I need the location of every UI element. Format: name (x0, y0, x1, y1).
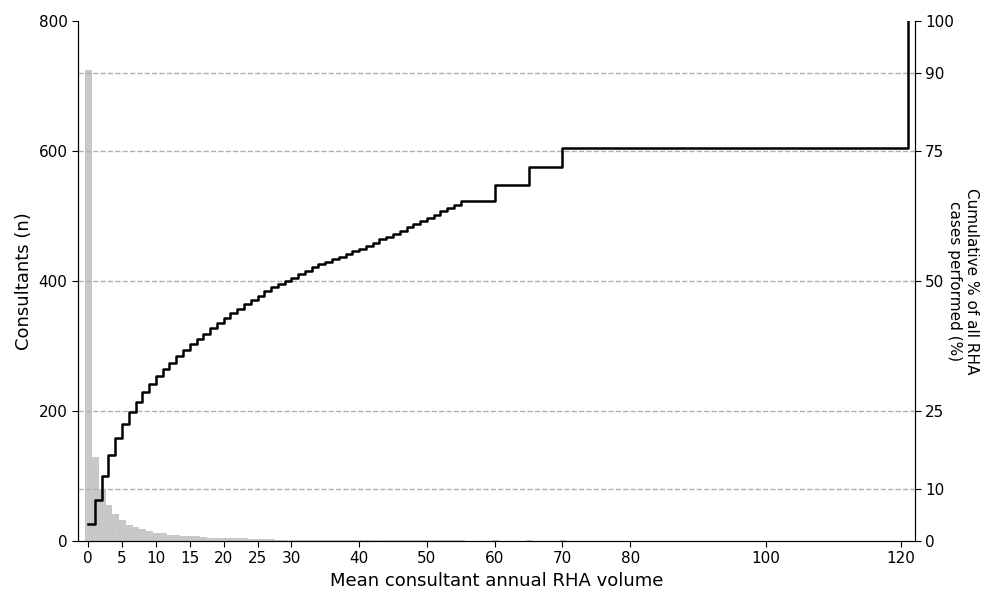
Bar (356, 540, 362, 541)
Y-axis label: Consultants (n): Consultants (n) (15, 212, 33, 350)
Bar (363, 540, 369, 541)
Bar (228, 538, 234, 541)
Bar (288, 540, 294, 541)
Bar (424, 540, 429, 541)
Bar (377, 540, 383, 541)
Bar (254, 539, 260, 541)
Bar (139, 529, 145, 541)
Bar (187, 537, 193, 541)
Bar (390, 540, 396, 541)
Bar (180, 536, 186, 541)
Bar (430, 540, 436, 541)
Y-axis label: Cumulative % of all RHA
cases performed (%): Cumulative % of all RHA cases performed … (946, 188, 979, 374)
Bar (492, 540, 498, 541)
Bar (98, 489, 104, 541)
Bar (235, 538, 241, 541)
Bar (397, 540, 403, 541)
Bar (316, 540, 321, 541)
Bar (560, 540, 566, 541)
Bar (132, 527, 138, 541)
Bar (309, 540, 314, 541)
Bar (242, 538, 247, 541)
Bar (207, 538, 213, 541)
Bar (302, 540, 308, 541)
Bar (201, 537, 206, 541)
Bar (194, 537, 200, 541)
Bar (268, 539, 274, 541)
Bar (343, 540, 349, 541)
Bar (261, 539, 267, 541)
Bar (105, 505, 111, 541)
Bar (329, 540, 335, 541)
Bar (248, 539, 253, 541)
Bar (221, 538, 227, 541)
Bar (85, 70, 91, 541)
Bar (173, 535, 179, 541)
Bar (275, 540, 280, 541)
Bar (411, 540, 416, 541)
Bar (322, 540, 328, 541)
Bar (295, 540, 301, 541)
Bar (160, 533, 166, 541)
Bar (437, 540, 443, 541)
Bar (119, 520, 125, 541)
X-axis label: Mean consultant annual RHA volume: Mean consultant annual RHA volume (330, 572, 663, 590)
Bar (404, 540, 410, 541)
Bar (167, 535, 172, 541)
Bar (451, 540, 457, 541)
Bar (146, 531, 152, 541)
Bar (126, 525, 131, 541)
Bar (153, 532, 159, 541)
Bar (336, 540, 342, 541)
Bar (281, 540, 287, 541)
Bar (417, 540, 423, 541)
Bar (92, 457, 97, 541)
Bar (112, 514, 118, 541)
Bar (350, 540, 355, 541)
Bar (214, 538, 220, 541)
Bar (458, 540, 463, 541)
Bar (526, 540, 532, 541)
Bar (370, 540, 376, 541)
Bar (384, 540, 389, 541)
Bar (444, 540, 450, 541)
